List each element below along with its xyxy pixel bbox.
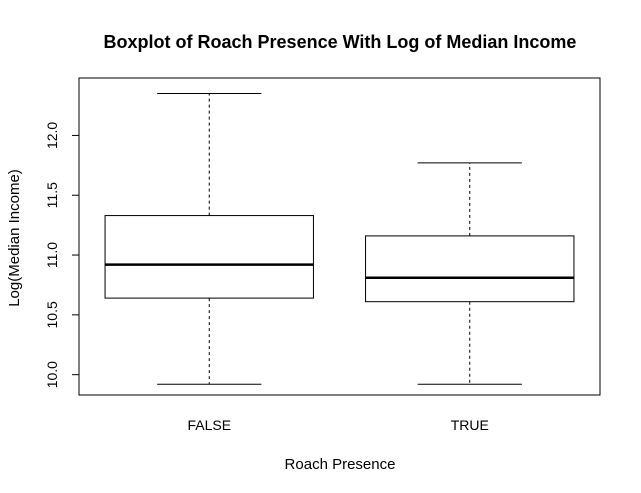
box-false — [104, 93, 314, 385]
y-tick-label: 10.0 — [44, 361, 60, 388]
y-tick-label: 11.0 — [44, 242, 60, 268]
iqr-box — [104, 215, 314, 299]
y-axis: 10.0 10.5 11.0 11.5 12.0 — [44, 122, 80, 388]
x-axis: FALSE TRUE — [187, 417, 488, 433]
x-tick-label: TRUE — [451, 417, 489, 433]
y-axis-label: Log(Median Income) — [6, 169, 23, 307]
box-true — [365, 162, 575, 385]
y-tick-label: 11.5 — [44, 182, 60, 208]
boxes-group — [104, 93, 575, 385]
y-tick-label: 10.5 — [44, 301, 60, 328]
y-tick-label: 12.0 — [44, 122, 60, 149]
iqr-box — [365, 235, 575, 303]
x-tick-label: FALSE — [187, 417, 231, 433]
x-axis-label: Roach Presence — [285, 456, 396, 473]
chart-title: Boxplot of Roach Presence With Log of Me… — [104, 32, 577, 52]
